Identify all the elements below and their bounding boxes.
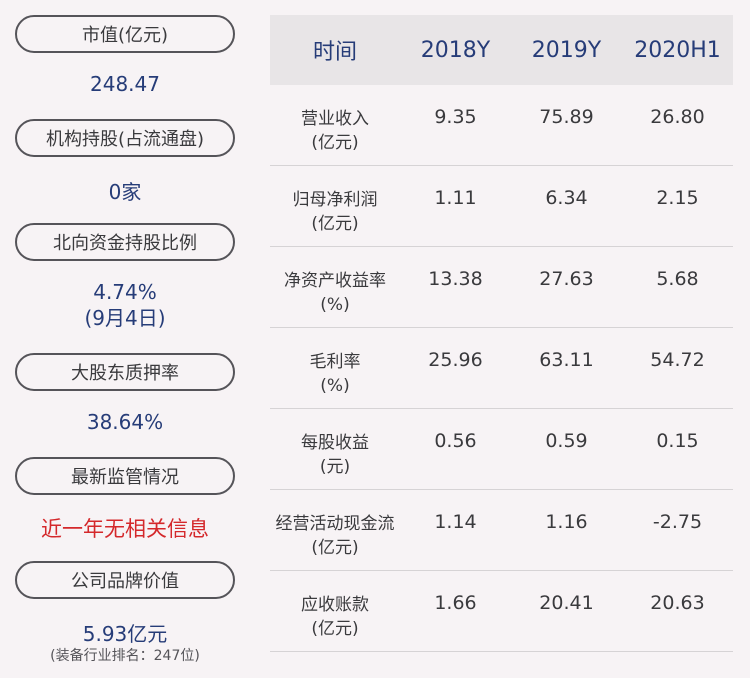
table-cell: 5.68 xyxy=(656,268,699,290)
brand-value-rank: (装备行业排名：247位) xyxy=(50,648,200,664)
table-cell: 25.96 xyxy=(428,349,483,371)
row-label: 营业收入 xyxy=(301,109,369,129)
row-unit: (亿元) xyxy=(311,538,359,558)
table-cell: 1.11 xyxy=(434,187,477,209)
header-2018y: 2018Y xyxy=(420,37,491,63)
brand-value-value: 5.93亿元 xyxy=(82,622,168,646)
row-label: 净资产收益率 xyxy=(284,271,386,291)
market-cap-value: 248.47 xyxy=(90,72,160,96)
row-unit: (亿元) xyxy=(311,133,359,153)
institutional-holding-label: 机构持股(占流通盘) xyxy=(15,119,235,157)
table-row: 归母净利润 (亿元) 1.11 6.34 2.15 xyxy=(270,166,733,247)
financial-table: 时间 2018Y 2019Y 2020H1 营业收入 (亿元) 9.35 75.8… xyxy=(270,15,733,652)
row-unit: (%) xyxy=(320,295,350,315)
table-cell: 63.11 xyxy=(539,349,594,371)
brand-value-label: 公司品牌价值 xyxy=(15,561,235,599)
header-2020h1: 2020H1 xyxy=(634,37,721,63)
stock-summary-panel: 市值(亿元) 248.47 机构持股(占流通盘) 0家 北向资金持股比例 4.7… xyxy=(0,0,250,678)
table-cell: 1.14 xyxy=(434,511,477,533)
table-cell: 54.72 xyxy=(650,349,705,371)
table-cell: 75.89 xyxy=(539,106,594,128)
table-header: 时间 2018Y 2019Y 2020H1 xyxy=(270,15,733,85)
table-row: 经营活动现金流 (亿元) 1.14 1.16 -2.75 xyxy=(270,490,733,571)
institutional-holding-value: 0家 xyxy=(108,180,142,204)
table-cell: 0.56 xyxy=(434,430,477,452)
table-row: 营业收入 (亿元) 9.35 75.89 26.80 xyxy=(270,85,733,166)
northbound-holding-date: (9月4日) xyxy=(84,306,166,330)
regulatory-status-label: 最新监管情况 xyxy=(15,457,235,495)
table-cell: 26.80 xyxy=(650,106,705,128)
pledge-ratio-value: 38.64% xyxy=(86,410,164,434)
table-row: 净资产收益率 (%) 13.38 27.63 5.68 xyxy=(270,247,733,328)
header-time: 时间 xyxy=(312,40,357,65)
table-cell: 13.38 xyxy=(428,268,483,290)
table-cell: 1.16 xyxy=(545,511,588,533)
header-2019y: 2019Y xyxy=(531,37,602,63)
table-cell: 6.34 xyxy=(545,187,588,209)
table-cell: -2.75 xyxy=(652,511,703,533)
row-label: 经营活动现金流 xyxy=(275,514,395,534)
table-cell: 1.66 xyxy=(434,592,477,614)
table-cell: 0.15 xyxy=(656,430,699,452)
table-row: 每股收益 (元) 0.56 0.59 0.15 xyxy=(270,409,733,490)
table-cell: 20.41 xyxy=(539,592,594,614)
row-label: 每股收益 xyxy=(301,433,369,453)
row-unit: (亿元) xyxy=(311,214,359,234)
row-unit: (亿元) xyxy=(311,619,359,639)
northbound-holding-value: 4.74% xyxy=(93,280,157,304)
row-label: 归母净利润 xyxy=(292,190,378,210)
row-unit: (元) xyxy=(319,457,351,477)
table-cell: 0.59 xyxy=(545,430,588,452)
market-cap-label: 市值(亿元) xyxy=(15,15,235,53)
regulatory-status-value: 近一年无相关信息 xyxy=(41,517,209,541)
pledge-ratio-label: 大股东质押率 xyxy=(15,353,235,391)
table-cell: 9.35 xyxy=(434,106,477,128)
row-label: 毛利率 xyxy=(309,352,361,372)
row-unit: (%) xyxy=(320,376,350,396)
table-row: 应收账款 (亿元) 1.66 20.41 20.63 xyxy=(270,571,733,652)
table-cell: 27.63 xyxy=(539,268,594,290)
northbound-holding-label: 北向资金持股比例 xyxy=(15,223,235,261)
table-cell: 2.15 xyxy=(656,187,699,209)
table-cell: 20.63 xyxy=(650,592,705,614)
table-row: 毛利率 (%) 25.96 63.11 54.72 xyxy=(270,328,733,409)
row-label: 应收账款 xyxy=(301,595,369,615)
